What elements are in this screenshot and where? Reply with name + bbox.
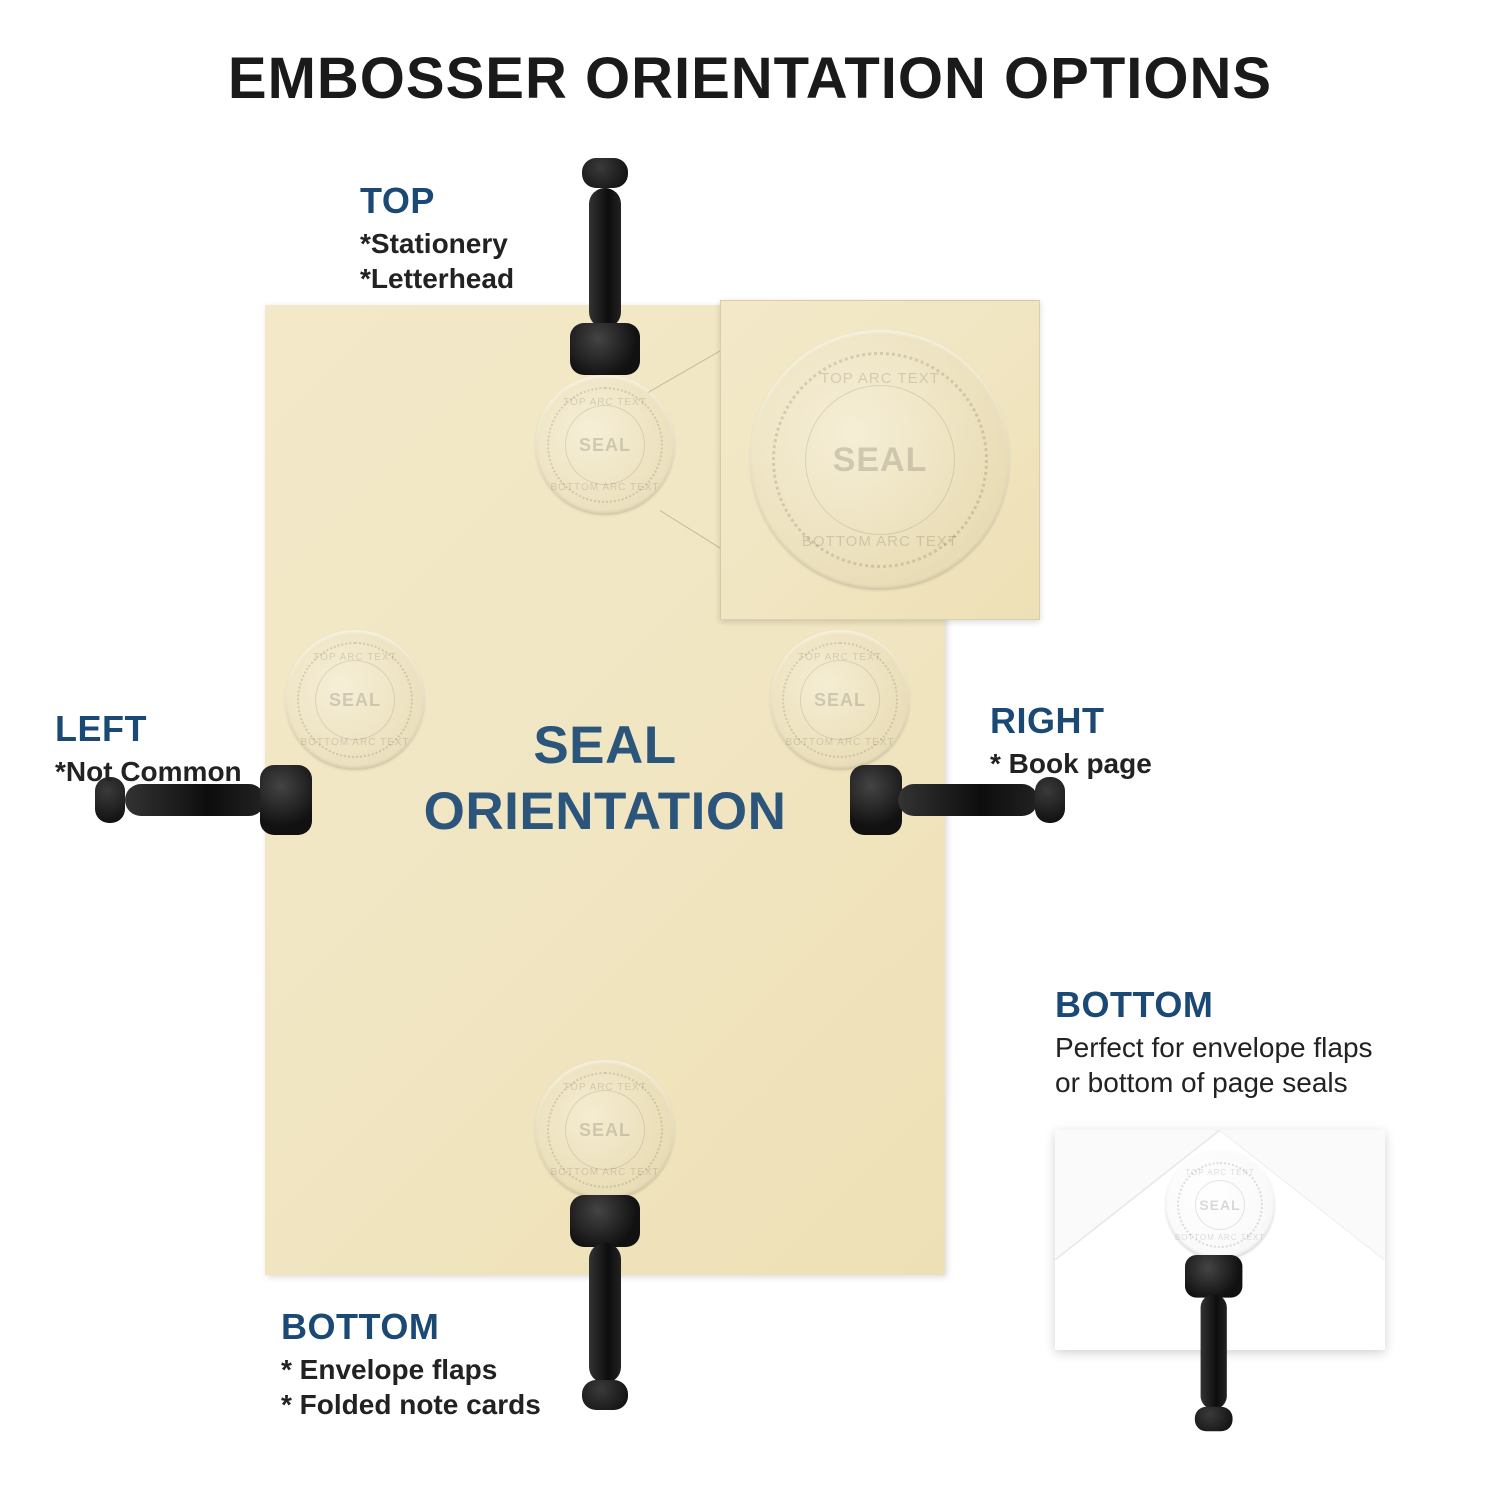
center-line-2: ORIENTATION [424,779,787,845]
label-right: RIGHT * Book page [990,700,1152,781]
label-bottom: BOTTOM * Envelope flaps * Folded note ca… [281,1306,541,1422]
label-right-title: RIGHT [990,700,1152,742]
label-top-line: *Stationery [360,226,514,261]
seal-bottom-arc: BOTTOM ARC TEXT [550,482,659,493]
label-left-line: *Not Common [55,754,242,789]
seal-impression-zoom: TOP ARC TEXT SEAL BOTTOM ARC TEXT [750,330,1010,590]
seal-impression-left: TOP ARC TEXT SEAL BOTTOM ARC TEXT [285,630,425,770]
seal-impression-right: TOP ARC TEXT SEAL BOTTOM ARC TEXT [770,630,910,770]
label-left: LEFT *Not Common [55,708,242,789]
seal-impression-top: TOP ARC TEXT SEAL BOTTOM ARC TEXT [535,375,675,515]
label-left-title: LEFT [55,708,242,750]
label-bottom-line: * Folded note cards [281,1387,541,1422]
seal-zoom-inset: TOP ARC TEXT SEAL BOTTOM ARC TEXT [720,300,1040,620]
label-top-title: TOP [360,180,514,222]
center-line-1: SEAL [424,713,787,779]
paper-center-text: SEAL ORIENTATION [424,713,787,846]
seal-impression-bottom: TOP ARC TEXT SEAL BOTTOM ARC TEXT [535,1060,675,1200]
page-title: EMBOSSER ORIENTATION OPTIONS [0,45,1500,112]
label-bottom-title: BOTTOM [281,1306,541,1348]
label-bottom-aside-line: Perfect for envelope flaps [1055,1030,1373,1065]
label-right-line: * Book page [990,746,1152,781]
seal-top-arc: TOP ARC TEXT [563,397,647,408]
label-top: TOP *Stationery *Letterhead [360,180,514,296]
seal-center-text: SEAL [579,435,631,456]
label-bottom-aside-title: BOTTOM [1055,984,1373,1026]
label-bottom-aside: BOTTOM Perfect for envelope flaps or bot… [1055,984,1373,1100]
label-bottom-aside-line: or bottom of page seals [1055,1065,1373,1100]
label-bottom-line: * Envelope flaps [281,1352,541,1387]
seal-impression-envelope: TOP ARC TEXT SEAL BOTTOM ARC TEXT [1165,1150,1275,1260]
label-top-line: *Letterhead [360,261,514,296]
